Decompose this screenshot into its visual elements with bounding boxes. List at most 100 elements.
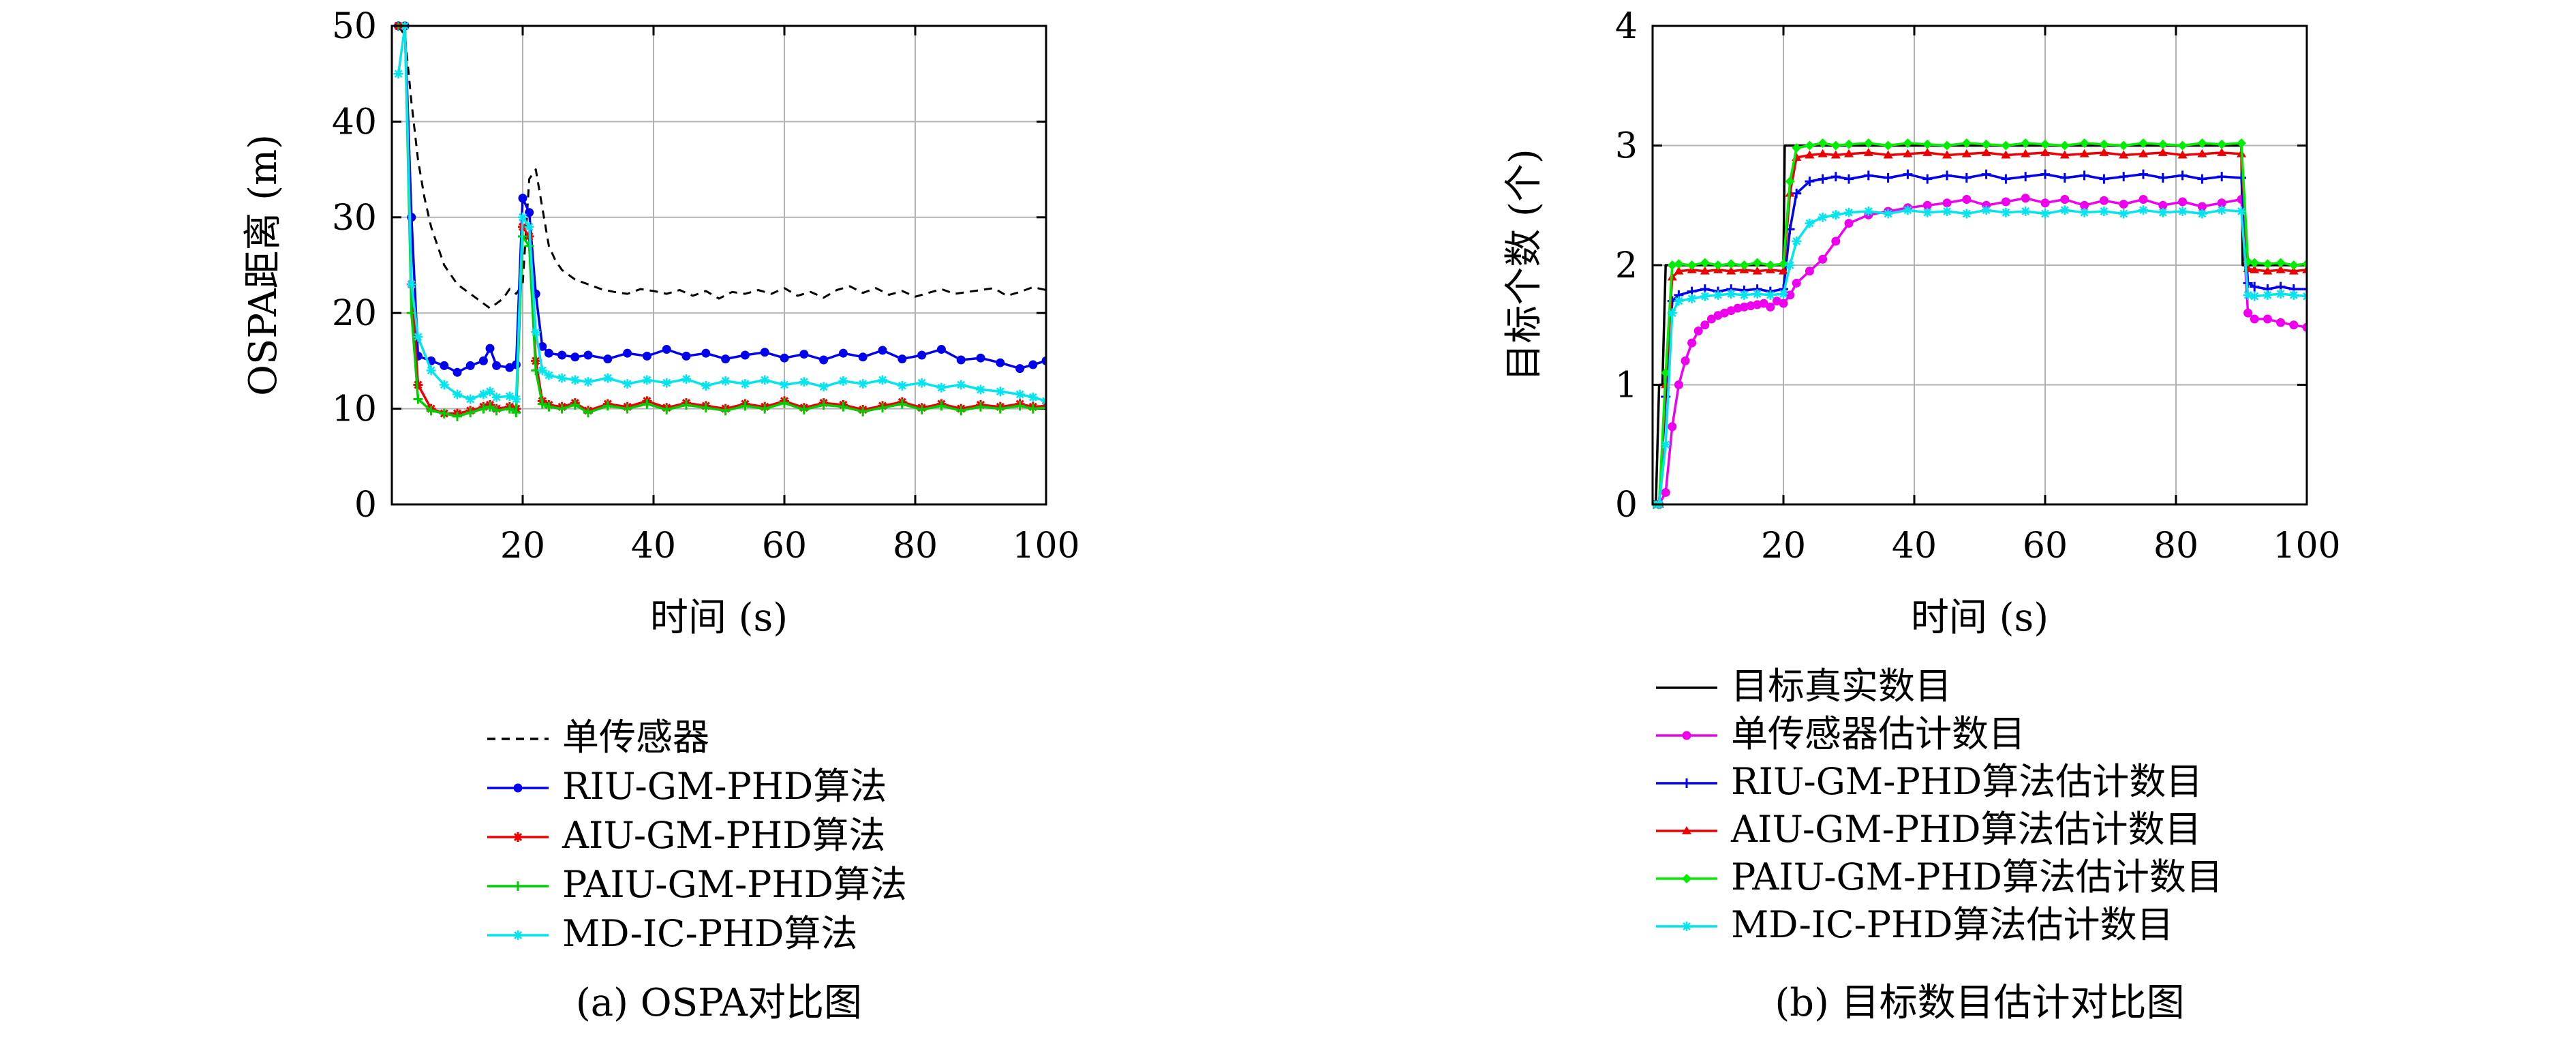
series-5-point [2079,207,2089,217]
series-4-point [426,365,436,376]
series-4-point [1961,138,1972,148]
series-4-point [1863,138,1873,148]
series-4-point [406,279,416,290]
series-2-point [1942,170,1952,181]
series-5-point [1863,207,1873,217]
series-1-point [956,355,966,365]
series-1-point [898,354,907,364]
chart-caption: (a) OSPA对比图 [576,981,862,1025]
series-4-point [453,389,462,399]
y-tick-label: 0 [1615,485,1638,526]
series-1-point [2138,194,2148,204]
series-3-point [2275,265,2286,273]
series-1-point [1942,198,1952,208]
series-3-point [2263,266,2273,275]
series-3-point [439,408,449,419]
series-4-point [511,394,521,404]
series-1-point [2099,196,2109,205]
series-3-point [1726,266,1736,275]
series-2-point [2158,172,2168,183]
series-1-point [1766,302,1775,312]
series-5-point [2243,290,2253,300]
series-5-point [2263,290,2273,300]
series-4-point [1903,138,1913,148]
x-tick-label: 60 [2023,526,2068,566]
legend-marker-3 [513,881,523,891]
chart-a: 20 40 60 80 100 0 10 20 30 40 50 时间 (s) OSPA距离 (m) 单传… [241,6,1080,1025]
series-1-point [525,208,534,217]
series-5-point [2021,207,2031,217]
series-1-point [623,348,632,358]
series-4-point [2177,140,2188,151]
series-1-point [819,355,829,365]
series-3-point [662,405,672,415]
series-3-point [2059,150,2070,159]
series-1-point [701,348,711,358]
series-5-point [1674,296,1684,306]
series-line-2 [1653,172,2307,506]
series-1-point [976,353,985,363]
legend-marker-1 [1682,731,1691,740]
series-3-point [1805,150,1815,159]
series-3-point [426,406,436,416]
series-2-point [1805,177,1815,187]
series-1-point [2178,197,2188,207]
series-1-point [878,346,887,355]
series-4-point [583,377,593,387]
series-5-point [1713,290,1723,300]
x-tick-label: 40 [631,526,676,566]
series-4-point [740,379,750,389]
series-3-point [917,405,927,415]
series-1-point [2289,320,2299,330]
series-4-point [2288,260,2299,270]
series-1-point [2040,198,2050,208]
series-4-point [602,373,613,383]
series-2-point [1903,169,1913,179]
series-3-point [557,404,567,414]
series-2-point [1863,170,1873,181]
y-tick-label: 40 [332,102,377,142]
series-1-point [2250,314,2259,324]
series-3-point [2288,266,2299,275]
series-4-point [2263,259,2273,269]
series-3-point [1041,403,1046,413]
series-1-point [721,354,731,364]
series-1-point [1015,364,1025,374]
series-1-point [1028,360,1038,369]
x-tick-label: 20 [500,526,545,566]
series-2-point [1961,172,1972,183]
series-5-point [1726,289,1736,299]
series-1-point [1805,267,1814,276]
series-1-point [570,352,580,362]
series-3-point [2001,150,2011,159]
series-1-point [1661,487,1670,497]
series-2-point [2059,172,2070,183]
series-4-point [1942,140,1952,151]
series-3-point [2250,265,2260,273]
series-5-point [1844,207,1854,217]
series-1-point [1700,320,1710,330]
series-3-point [760,404,770,414]
series-4-point [2099,139,2109,149]
series-1-point [2276,318,2286,327]
y-tick-label: 3 [1615,126,1638,167]
series-line-0 [1653,144,2307,506]
x-tick-label: 100 [2273,526,2340,566]
series-1-point [2060,194,2070,204]
series-5-point [1752,289,1762,299]
series-1-point [485,344,495,353]
series-line-4 [397,25,1046,403]
series-2-point [2138,169,2148,179]
series-4-point [1015,389,1025,399]
series-1-point [492,361,502,370]
series-3-point [413,394,423,404]
series-4-point [1844,139,1854,149]
x-tick-label: 40 [1892,526,1937,566]
series-5-point [1687,294,1697,304]
series-3-point [583,408,593,418]
chart-caption: (b) 目标数目估计对比图 [1775,981,2184,1025]
y-tick-label: 4 [1615,6,1638,47]
series-3-point [740,401,750,411]
series-1-point [544,348,553,358]
series-3-point [2099,148,2109,156]
